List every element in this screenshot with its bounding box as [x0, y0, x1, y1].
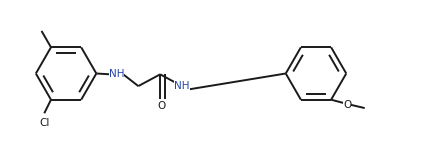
Text: NH: NH — [109, 69, 124, 79]
Text: O: O — [343, 100, 351, 110]
Text: NH: NH — [174, 81, 190, 91]
Text: O: O — [157, 101, 165, 111]
Text: Cl: Cl — [39, 118, 49, 128]
